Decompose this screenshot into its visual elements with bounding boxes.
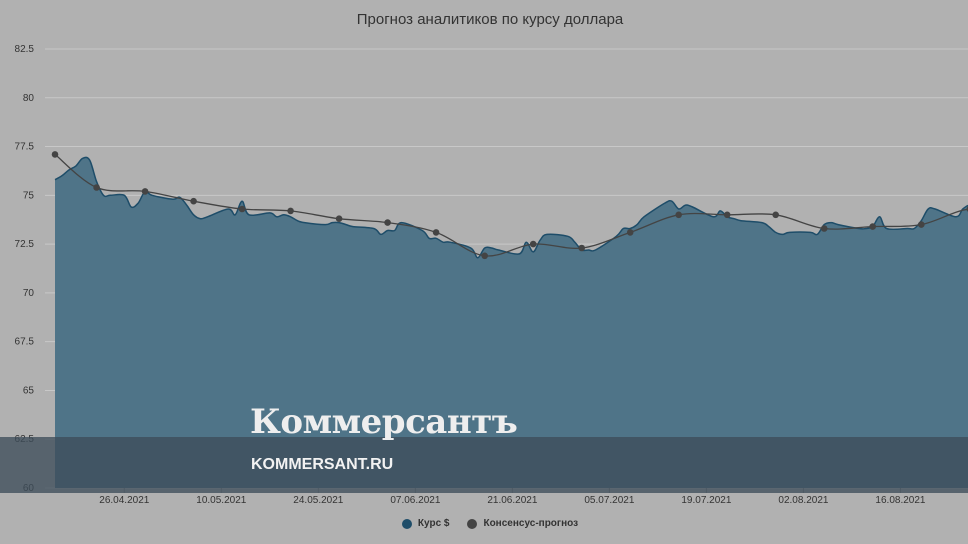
legend: Курс $ Консенсус-прогноз [0,518,968,529]
consensus-point[interactable] [287,207,294,215]
consensus-point[interactable] [238,205,246,213]
rate-area-line [54,156,968,259]
consensus-point[interactable] [384,219,391,226]
watermark-band [0,437,968,493]
legend-item-rate[interactable]: Курс $ [401,518,450,529]
watermark-logo: Коммерсантъ [250,402,518,442]
consensus-point[interactable] [820,225,828,232]
consensus-point[interactable] [772,211,779,219]
legend-consensus-marker [467,518,478,529]
consensus-point[interactable] [335,215,343,222]
legend-rate-label: Курс $ [417,518,450,529]
legend-consensus-label: Консенсус-прогноз [483,518,579,529]
consensus-point[interactable] [869,223,876,230]
x-tick-label: 10.05.2021 [196,495,246,506]
y-tick-label: 80 [23,93,35,104]
y-tick-label: 72.5 [15,239,35,250]
consensus-point[interactable] [190,197,197,205]
y-tick-label: 65 [23,385,35,396]
axis-layer: 82.58077.57572.57067.56562.56026.04.2021… [15,44,926,506]
consensus-point[interactable] [918,221,925,228]
legend-item-consensus[interactable]: Консенсус-прогноз [467,518,578,529]
watermark-url: KOMMERSANT.RU [251,456,394,473]
consensus-point[interactable] [51,151,59,158]
y-tick-label: 82.5 [15,44,35,55]
x-tick-label: 21.06.2021 [487,495,537,506]
consensus-point[interactable] [723,211,731,219]
x-tick-label: 19.07.2021 [681,495,731,506]
consensus-point[interactable] [432,229,440,236]
consensus-point[interactable] [578,244,585,252]
y-tick-label: 75 [23,190,35,201]
x-tick-label: 24.05.2021 [293,495,343,506]
x-tick-label: 26.04.2021 [99,495,149,506]
consensus-point[interactable] [141,188,149,195]
y-tick-label: 70 [23,288,35,299]
consensus-layer [51,151,968,260]
legend-rate-marker [401,518,412,529]
x-tick-label: 07.06.2021 [390,495,440,506]
rate-area-fill [55,157,968,488]
x-tick-label: 16.08.2021 [875,495,925,506]
consensus-point[interactable] [529,240,537,248]
y-tick-label: 67.5 [15,337,35,348]
area-layer [54,156,968,488]
consensus-point[interactable] [481,252,489,260]
x-tick-label: 02.08.2021 [778,495,828,506]
consensus-point[interactable] [626,229,634,236]
y-tick-label: 77.5 [15,142,35,153]
x-tick-label: 05.07.2021 [584,495,634,506]
chart-title: Прогноз аналитиков по курсу доллара [356,11,624,28]
consensus-point[interactable] [675,211,682,219]
consensus-point[interactable] [93,184,100,191]
